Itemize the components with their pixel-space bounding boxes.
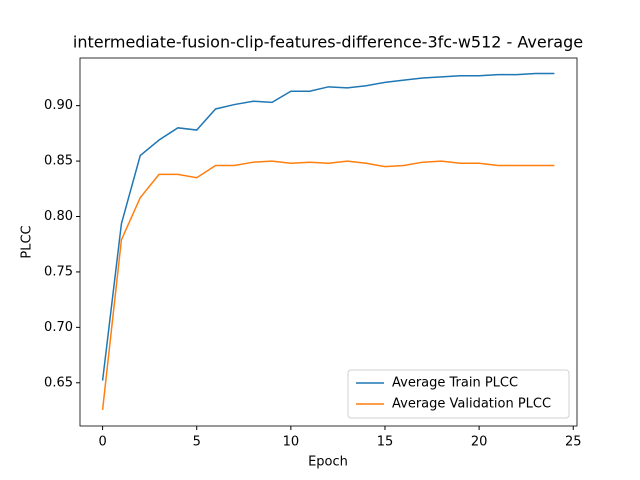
legend-label: Average Train PLCC <box>392 376 518 391</box>
x-tick-label: 0 <box>98 435 106 450</box>
x-tick-label: 20 <box>471 435 488 450</box>
axes-frame <box>79 57 578 427</box>
line-series <box>101 72 555 381</box>
x-axis-label: Epoch <box>308 455 348 470</box>
legend-box <box>347 369 570 419</box>
y-tick-label: 0.70 <box>44 320 73 335</box>
chart-title: intermediate-fusion-clip-features-differ… <box>73 33 583 52</box>
legend-label: Average Validation PLCC <box>392 397 551 412</box>
y-tick-label: 0.75 <box>44 264 73 279</box>
y-tick-label: 0.85 <box>44 154 73 169</box>
x-tick-label: 25 <box>565 435 582 450</box>
x-tick-label: 10 <box>283 435 300 450</box>
y-tick-label: 0.65 <box>44 375 73 390</box>
x-tick-label: 15 <box>377 435 394 450</box>
x-tick-label: 5 <box>193 435 201 450</box>
y-axis-label: PLCC <box>20 225 35 258</box>
line-series <box>101 160 555 410</box>
y-tick-label: 0.80 <box>44 209 73 224</box>
y-tick-label: 0.90 <box>44 98 73 113</box>
